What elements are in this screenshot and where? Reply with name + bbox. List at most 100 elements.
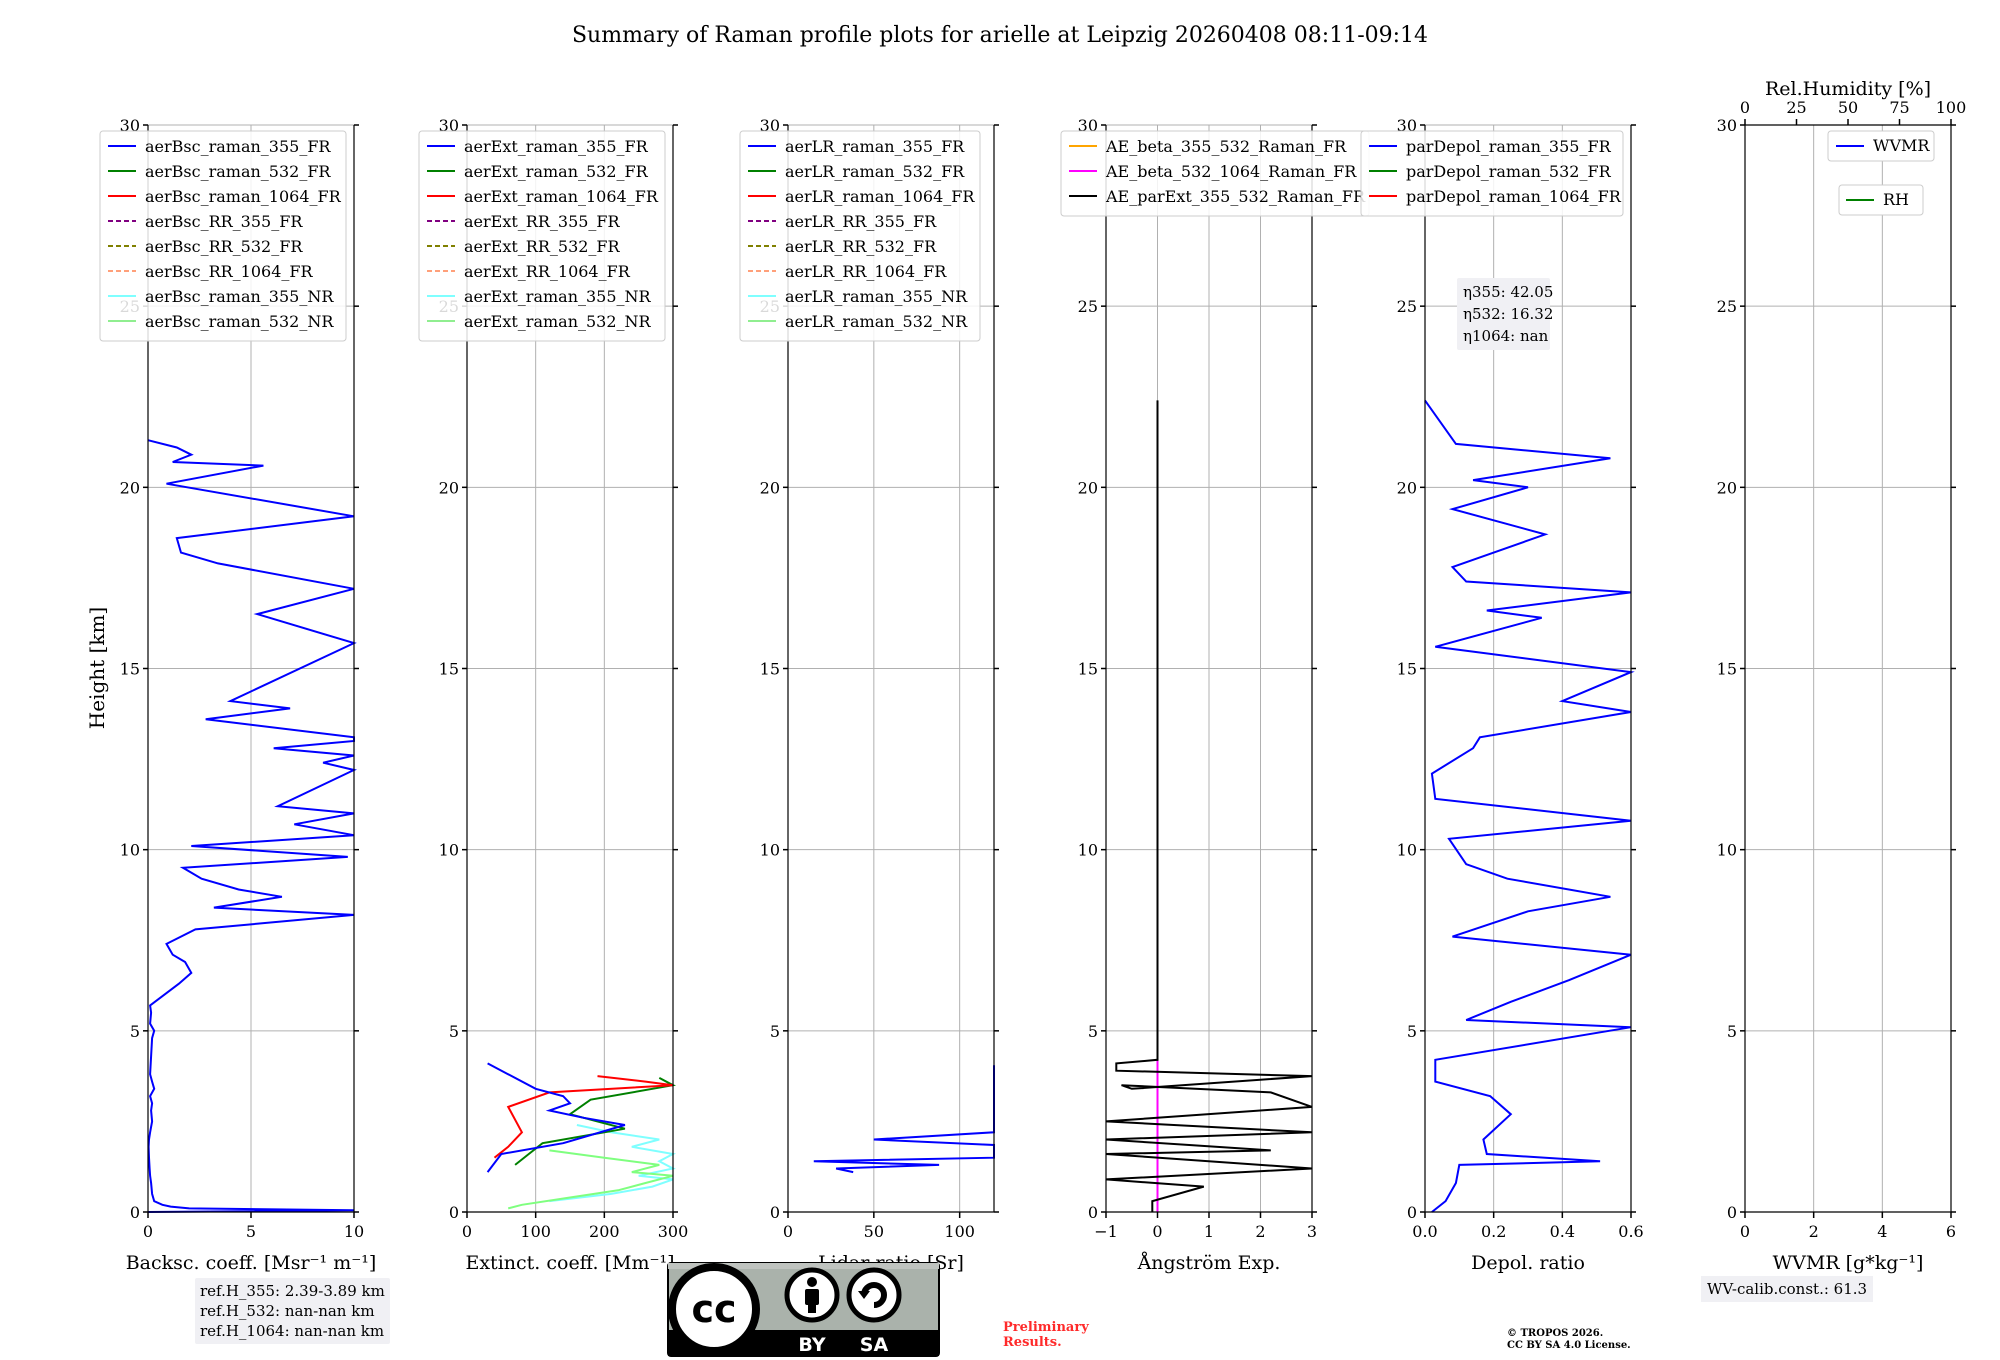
top-tick-label: 50	[1838, 98, 1858, 117]
x-tick-label: 6	[1946, 1222, 1956, 1241]
legend-label: aerExt_RR_532_FR	[464, 237, 621, 256]
y-tick-label: 10	[760, 841, 780, 860]
license-sa-label: SA	[860, 1334, 889, 1356]
ref-height-355: ref.H_355: 2.39-3.89 km	[200, 1282, 385, 1300]
legend-label: aerExt_RR_355_FR	[464, 212, 621, 231]
y-tick-label: 25	[1717, 297, 1737, 316]
legend-label: aerLR_RR_1064_FR	[785, 262, 947, 281]
legend-frame	[1838, 184, 1924, 216]
rh-axis-label: Rel.Humidity [%]	[1765, 78, 1931, 100]
copyright-note: © TROPOS 2026. CC BY SA 4.0 License.	[1507, 1328, 1631, 1352]
x-tick-label: 3	[1307, 1222, 1317, 1241]
x-axis-label: Extinct. coeff. [Mm⁻¹]	[465, 1252, 674, 1274]
preliminary-line-2: Results.	[1003, 1335, 1062, 1350]
eta-line: η532: 16.32	[1463, 305, 1553, 323]
panels-group: 0510152025300510Backsc. coeff. [Msr⁻¹ m⁻…	[85, 78, 1966, 1274]
y-tick-label: 0	[1088, 1203, 1098, 1222]
legend-label: RH	[1883, 190, 1909, 209]
legend-label: aerLR_raman_355_FR	[785, 137, 965, 156]
y-tick-label: 0	[449, 1203, 459, 1222]
y-tick-label: 10	[1078, 841, 1098, 860]
x-tick-label: 0	[1152, 1222, 1162, 1241]
y-tick-label: 0	[1727, 1203, 1737, 1222]
legend: aerLR_raman_355_FR aerLR_raman_532_FR aerL…	[739, 130, 981, 342]
x-tick-label: 2	[1809, 1222, 1819, 1241]
legend-label: aerExt_RR_1064_FR	[464, 262, 631, 281]
legend: aerBsc_raman_355_FR aerBsc_raman_532_FRae…	[99, 130, 347, 342]
y-tick-label: 15	[1717, 660, 1737, 679]
y-tick-label: 5	[1088, 1022, 1098, 1041]
legend-frame	[418, 130, 666, 342]
x-tick-label: 2	[1255, 1222, 1265, 1241]
cc-circle-icon	[668, 1263, 760, 1355]
series-aerExt_raman_1064_FR	[493, 1075, 674, 1159]
legend-frame	[1827, 130, 1935, 162]
y-tick-label: 5	[770, 1022, 780, 1041]
x-tick-label: 100	[520, 1222, 551, 1241]
panel-lr: 051015202530050100Lidar ratio [Sr]aerLR_…	[739, 116, 999, 1274]
legend: parDepol_raman_355_FR parDepol_raman_532_…	[1360, 130, 1624, 217]
y-tick-label: 10	[1717, 841, 1737, 860]
eta-line: η355: 42.05	[1463, 283, 1553, 301]
y-tick-label: 20	[120, 478, 140, 497]
y-tick-label: 0	[130, 1203, 140, 1222]
x-tick-label: 1	[1204, 1222, 1214, 1241]
figure-title: Summary of Raman profile plots for ariel…	[572, 23, 1428, 48]
y-tick-label: 30	[760, 116, 780, 135]
eta-box: η355: 42.05 η532: 16.32 η1064: nan	[1457, 278, 1553, 350]
series-aerExt_raman_532_NR	[507, 1149, 674, 1210]
y-tick-label: 30	[439, 116, 459, 135]
x-axis-label: Ångström Exp.	[1137, 1252, 1281, 1274]
y-tick-label: 25	[1397, 297, 1417, 316]
y-tick-label: 25	[1078, 297, 1098, 316]
y-tick-label: 30	[120, 116, 140, 135]
x-tick-label: 5	[246, 1222, 256, 1241]
y-tick-label: 0	[770, 1203, 780, 1222]
svg-text:cc: cc	[691, 1287, 736, 1331]
preliminary-note: Preliminary Results.	[1003, 1320, 1089, 1350]
y-tick-label: 20	[1717, 478, 1737, 497]
x-tick-label: 0	[1740, 1222, 1750, 1241]
panel-ext: 0510152025300100200300Extinct. coeff. [M…	[418, 116, 688, 1274]
x-axis-label: Depol. ratio	[1471, 1252, 1585, 1274]
legend-label: aerExt_raman_1064_FR	[464, 187, 659, 206]
legend-label: aerExt_raman_532_NR	[464, 312, 652, 331]
y-tick-label: 5	[1407, 1022, 1417, 1041]
y-tick-label: 0	[1407, 1203, 1417, 1222]
y-tick-label: 10	[120, 841, 140, 860]
y-tick-label: 20	[1397, 478, 1417, 497]
y-tick-label: 30	[1717, 116, 1737, 135]
y-tick-label: 20	[760, 478, 780, 497]
x-tick-label: 0	[783, 1222, 793, 1241]
legend-label: aerBsc_raman_532_FR	[145, 162, 331, 181]
ref-height-532: ref.H_532: nan-nan km	[200, 1302, 375, 1320]
legend-label: aerExt_raman_355_NR	[464, 287, 652, 306]
x-tick-label: 0.2	[1481, 1222, 1506, 1241]
series-aerExt_raman_355_NR	[549, 1124, 677, 1203]
y-tick-label: 15	[120, 660, 140, 679]
top-tick-label: 25	[1786, 98, 1806, 117]
eta-frame	[1457, 278, 1550, 350]
y-tick-label: 15	[439, 660, 459, 679]
series-aerBsc_raman_355_FR	[147, 439, 358, 1213]
legend-label: parDepol_raman_1064_FR	[1406, 187, 1622, 206]
y-tick-label: 5	[1727, 1022, 1737, 1041]
legend-label: AE_beta_532_1064_Raman_FR	[1105, 162, 1357, 181]
panel-bsc: 0510152025300510Backsc. coeff. [Msr⁻¹ m⁻…	[99, 116, 376, 1274]
cc-by-sa-logo: cc BY SA	[667, 1262, 940, 1357]
legend: WVMR RH	[1827, 130, 1935, 216]
x-axis-label: WVMR [g*kg⁻¹]	[1773, 1252, 1924, 1274]
y-tick-label: 15	[1078, 660, 1098, 679]
series-aerExt_raman_532_FR	[514, 1077, 677, 1166]
legend: aerExt_raman_355_FR aerExt_raman_532_FRae…	[418, 130, 666, 342]
legend-label: aerExt_raman_532_FR	[464, 162, 649, 181]
legend-label: aerBsc_RR_1064_FR	[145, 262, 314, 281]
x-tick-label: −1	[1094, 1222, 1118, 1241]
y-tick-label: 30	[1078, 116, 1098, 135]
legend-label: aerBsc_RR_532_FR	[145, 237, 303, 256]
legend-label: aerLR_RR_355_FR	[785, 212, 937, 231]
legend-label: aerBsc_raman_355_FR	[145, 137, 331, 156]
